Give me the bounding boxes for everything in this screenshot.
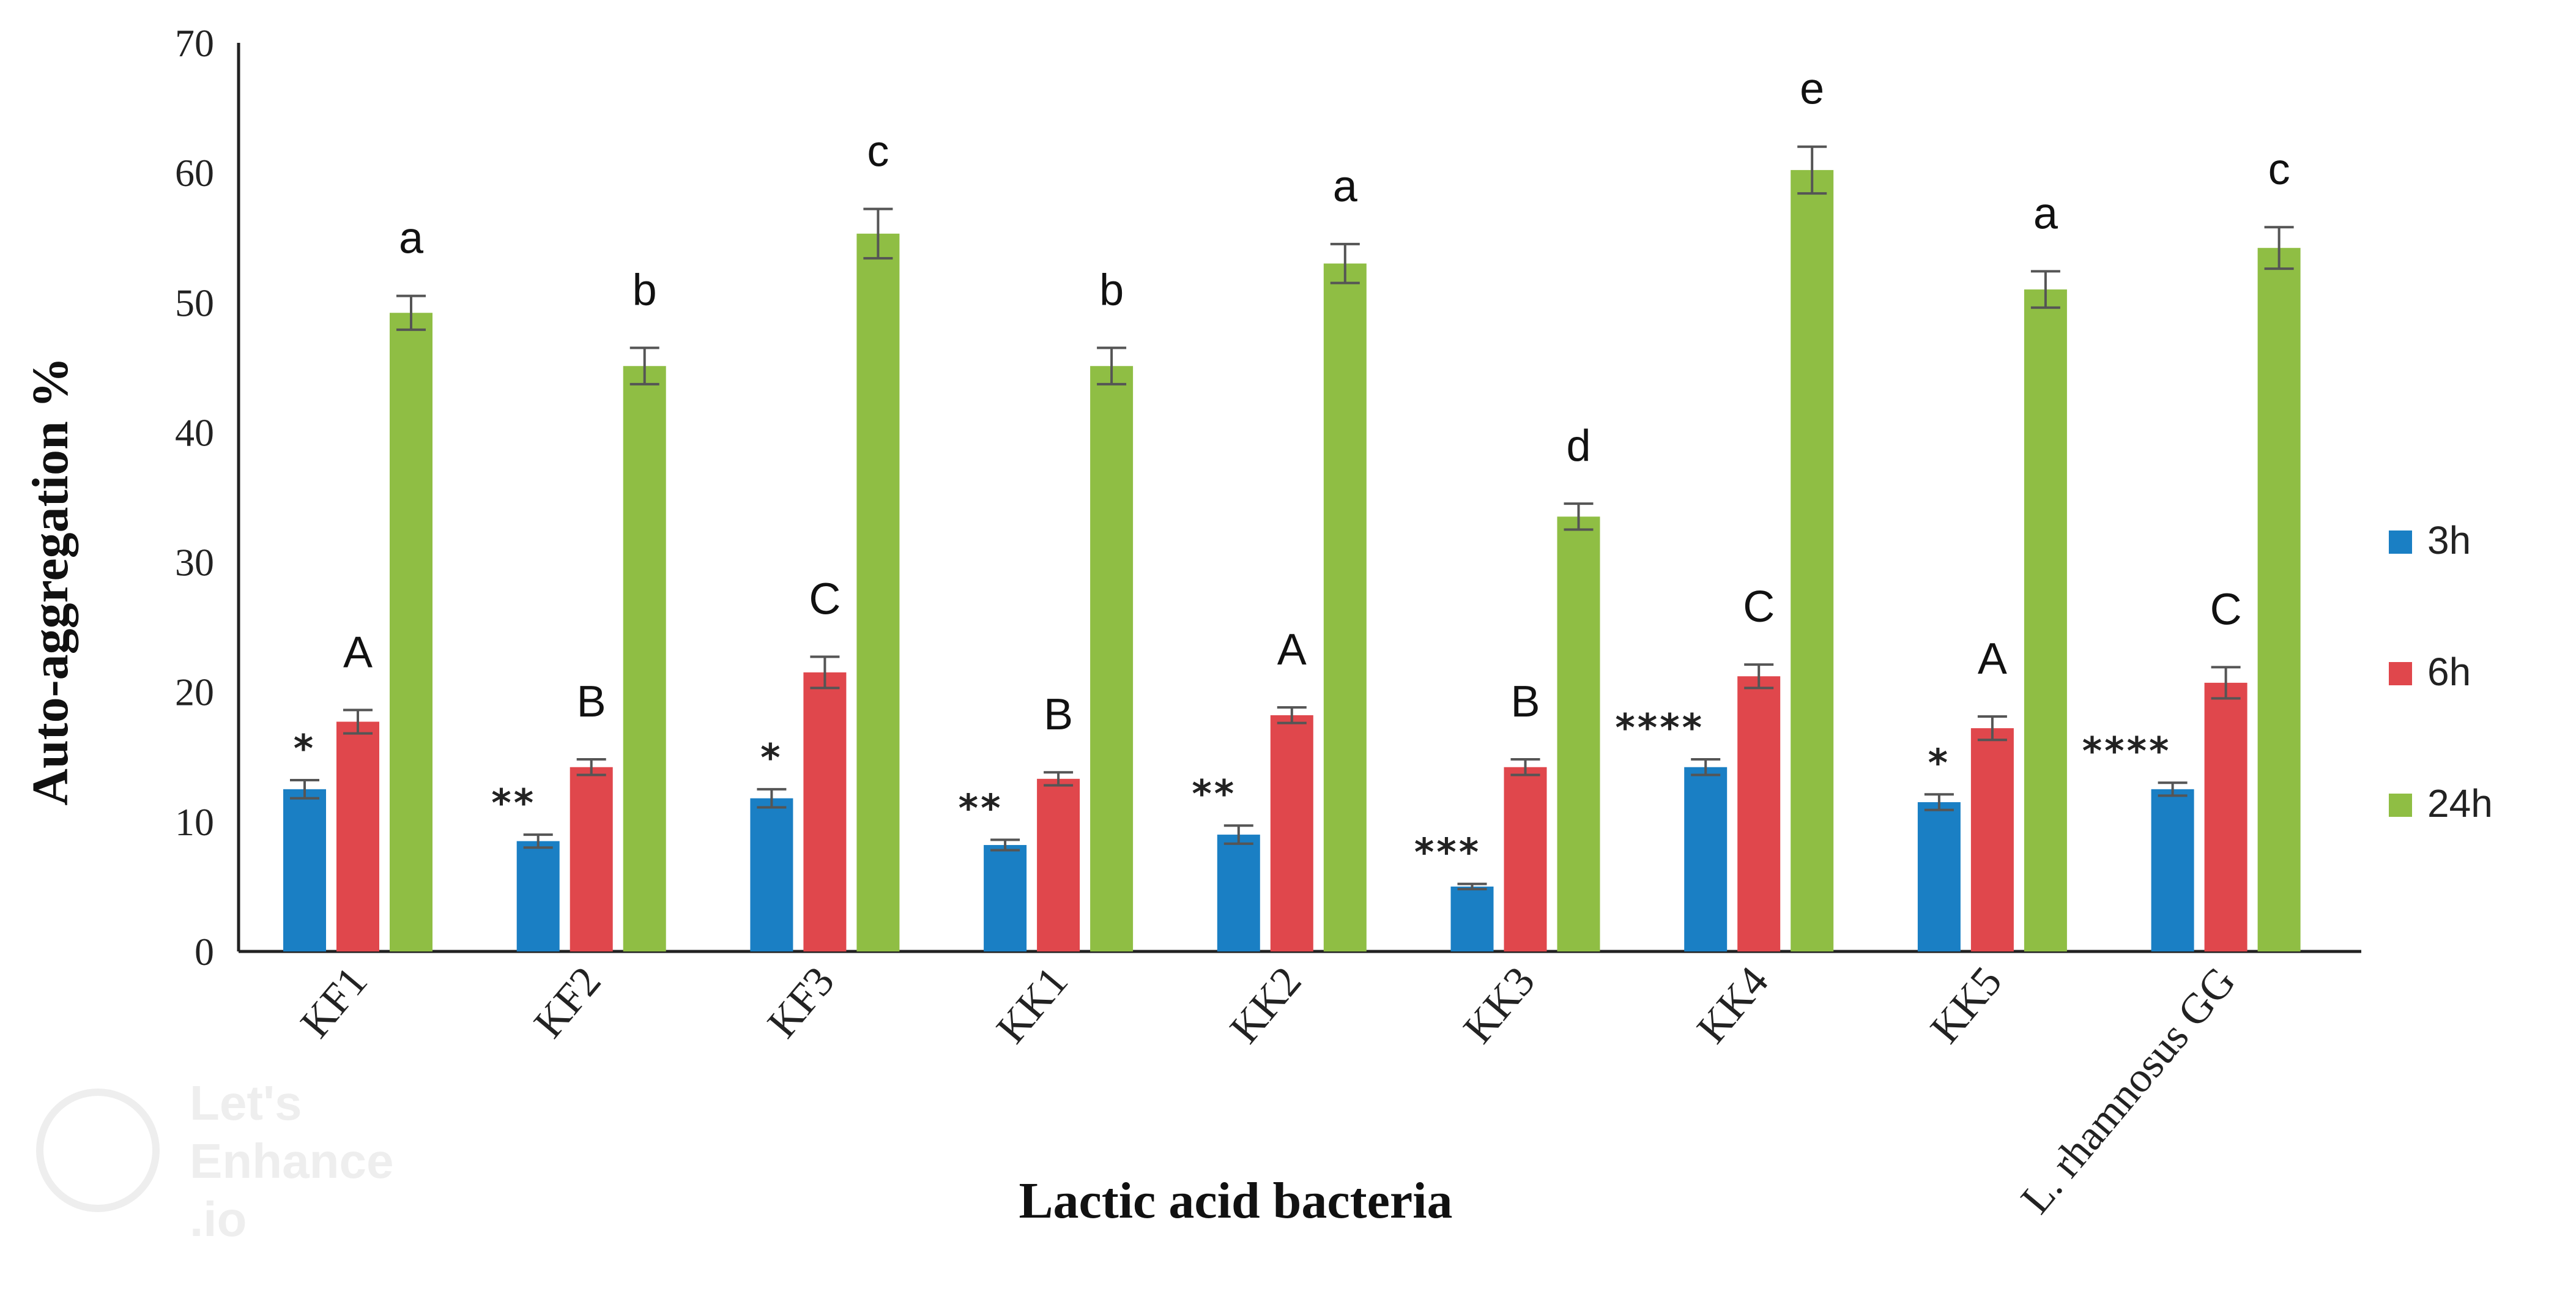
- bar-3h-KK3: [1450, 886, 1494, 951]
- letter-6h: A: [343, 628, 373, 677]
- x-tick-label: KK2: [1221, 958, 1310, 1052]
- bar-6h-KK5: [1970, 728, 2014, 951]
- bar-3h-KF3: [750, 798, 793, 951]
- watermark-line-2: Enhance: [190, 1134, 393, 1188]
- significance-3h: **: [1192, 772, 1236, 816]
- bar-24h-KF2: [623, 366, 666, 951]
- legend: 3h 6h 24h: [2389, 518, 2493, 825]
- x-tick-label: KF3: [759, 958, 844, 1047]
- bar-3h-KK1: [984, 845, 1027, 951]
- letter-24h: b: [633, 266, 657, 315]
- letter-24h: c: [2268, 145, 2290, 194]
- bar-6h-KK4: [1737, 676, 1781, 951]
- bar-24h-KK2: [1323, 263, 1367, 952]
- bar-6h-KF1: [336, 721, 379, 951]
- y-axis-label: Auto-aggregation %: [22, 357, 79, 805]
- letter-24h: a: [1333, 162, 1358, 211]
- letter-24h: c: [867, 127, 889, 176]
- bar-3h-KF1: [283, 789, 326, 951]
- letter-24h: a: [399, 214, 424, 263]
- error-bars: [290, 145, 2294, 891]
- x-axis-label: Lactic acid bacteria: [1019, 1172, 1452, 1229]
- y-tick-label: 10: [175, 800, 214, 844]
- legend-label-24h: 24h: [2427, 781, 2493, 825]
- x-tick-label: KF1: [292, 958, 377, 1047]
- watermark-line-1: Let's: [190, 1076, 302, 1130]
- significance-3h: *: [1928, 740, 1950, 785]
- y-tick-label: 50: [175, 281, 214, 324]
- bar-6h-KK1: [1037, 778, 1080, 951]
- letter-6h: C: [2210, 585, 2242, 634]
- significance-3h: ****: [1615, 705, 1704, 750]
- legend-label-6h: 6h: [2427, 650, 2471, 694]
- bar-3h-L. rhamnosus GG: [2151, 789, 2194, 951]
- letter-6h: A: [1978, 635, 2007, 683]
- x-tick-label: KK3: [1455, 958, 1544, 1052]
- bar-24h-KF1: [390, 313, 432, 952]
- letter-24h: b: [1099, 266, 1124, 315]
- bar-3h-KK5: [1917, 802, 1961, 951]
- letter-6h: A: [1277, 625, 1307, 674]
- y-tick-label: 40: [175, 411, 214, 454]
- letter-24h: a: [2033, 189, 2058, 238]
- x-tick-label: KK4: [1688, 958, 1777, 1052]
- legend-swatch-6h: [2389, 662, 2412, 685]
- significance-3h: *: [760, 735, 782, 780]
- significance-3h: ***: [1414, 830, 1481, 875]
- letter-6h: B: [1044, 690, 1073, 739]
- bar-6h-L. rhamnosus GG: [2204, 682, 2248, 951]
- x-tick-label: KK5: [1921, 958, 2011, 1052]
- legend-swatch-24h: [2389, 794, 2412, 817]
- bar-3h-KF2: [516, 841, 560, 951]
- significance-3h: *: [294, 726, 316, 771]
- letter-24h: e: [1800, 65, 1824, 114]
- bar-6h-KF2: [570, 767, 613, 951]
- legend-swatch-3h: [2389, 530, 2412, 554]
- significance-3h: ****: [2082, 729, 2172, 773]
- bar-3h-KK4: [1684, 767, 1728, 951]
- bar-24h-KK4: [1791, 169, 1834, 951]
- letter-6h: B: [1510, 677, 1540, 726]
- bar-24h-L. rhamnosus GG: [2257, 248, 2301, 952]
- bar-24h-KF3: [856, 233, 900, 952]
- bar-24h-KK1: [1090, 366, 1134, 951]
- bar-24h-KK3: [1557, 516, 1600, 951]
- significance-3h: **: [959, 786, 1003, 831]
- y-ticks: 0 10 20 30 40 50 60 70: [175, 21, 214, 973]
- annotations: Aa * Bb ** Cc * Bb ** Aa ** Bd *** Ce **** Aa * Cc ****: [294, 65, 2290, 875]
- bar-24h-KK5: [2024, 289, 2067, 952]
- bar-6h-KK2: [1270, 715, 1313, 951]
- y-tick-label: 60: [175, 151, 214, 195]
- letter-6h: C: [1743, 583, 1775, 631]
- y-tick-label: 30: [175, 541, 214, 584]
- letter-6h: C: [809, 575, 841, 623]
- x-tick-label: KK1: [987, 958, 1077, 1052]
- letter-24h: d: [1566, 422, 1591, 471]
- watermark-line-3: .io: [190, 1192, 247, 1246]
- y-tick-label: 70: [175, 21, 214, 65]
- y-tick-label: 0: [195, 930, 214, 973]
- letter-6h: B: [577, 677, 606, 726]
- y-tick-label: 20: [175, 671, 214, 714]
- watermark: Let's Enhance .io: [36, 1076, 393, 1246]
- significance-3h: **: [491, 781, 536, 825]
- bar-6h-KF3: [803, 672, 847, 951]
- bar-3h-KK2: [1217, 835, 1260, 951]
- bars: [283, 169, 2301, 952]
- x-tick-label: KF2: [525, 958, 610, 1047]
- x-tick-label: L. rhamnosus GG: [2012, 958, 2244, 1223]
- bar-6h-KK3: [1504, 767, 1547, 951]
- legend-label-3h: 3h: [2427, 518, 2471, 562]
